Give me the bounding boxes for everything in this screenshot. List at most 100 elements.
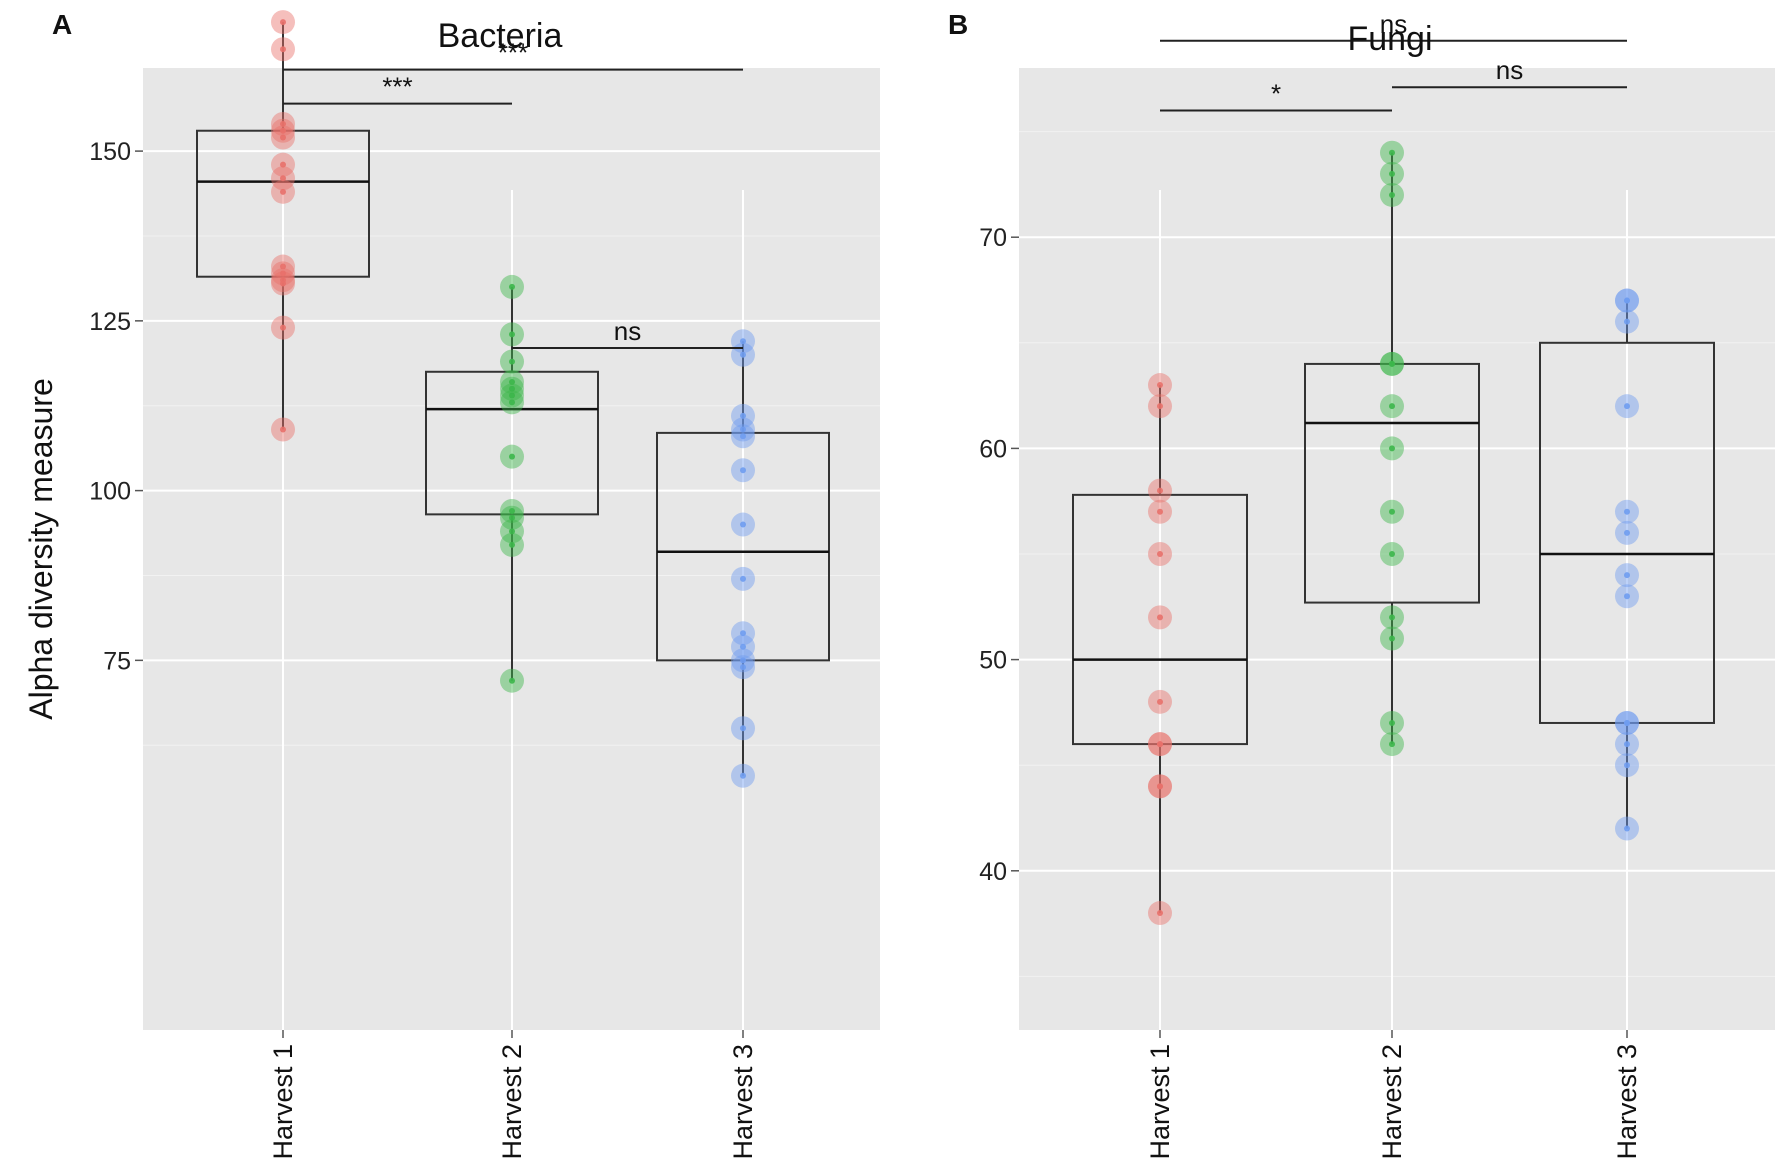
data-point-center [1389,719,1395,726]
data-point-center [740,657,746,664]
data-point-center [509,514,515,521]
box-2 [425,286,599,681]
data-point-center [280,188,286,195]
data-point-center [1624,508,1630,515]
significance-label: * [1271,78,1281,108]
data-point-center [280,324,286,331]
x-tick-label: Harvest 3 [1612,1044,1642,1160]
data-point-center [509,283,515,290]
data-point-center [280,161,286,168]
plot-background [1019,68,1775,1030]
data-point-center [1157,614,1163,621]
data-point-center [740,426,746,433]
data-point-center [1157,382,1163,389]
data-point-center [509,541,515,548]
data-point-center [1624,318,1630,325]
data-point-center [509,378,515,385]
significance-label: ns [614,316,641,346]
y-axis-label: Alpha diversity measure [23,378,59,719]
y-tick-label: 40 [979,858,1007,886]
data-point-center [1157,508,1163,515]
data-point-center [1389,403,1395,410]
panel-title: Fungi [1347,20,1432,58]
data-point-center [1624,572,1630,579]
data-point-center [509,507,515,514]
significance-label: ns [1380,9,1407,39]
box-iqr [425,370,599,516]
data-point-center [1157,910,1163,917]
data-point-center [1624,825,1630,832]
panel-b: 40 50 60 70 ns ns * Harvest 1 Harvest 2 Harvest 3… [948,9,1775,1160]
data-point-center [280,120,286,127]
data-point-center [740,467,746,474]
data-point-center [740,338,746,345]
data-point-center [509,677,515,684]
data-point-center [740,433,746,440]
data-point-center [1389,508,1395,515]
data-point-center [1389,360,1395,367]
x-tick-label: Harvest 1 [268,1044,298,1160]
data-point-center [1157,783,1163,790]
data-point-center [740,725,746,732]
data-point-center [1157,487,1163,494]
panel-letter: A [52,9,72,40]
y-tick-label: 150 [89,138,131,166]
data-point-center [740,575,746,582]
data-point-center [740,643,746,650]
data-point-center [280,270,286,277]
data-point-center [1389,614,1395,621]
data-point-center [1389,191,1395,198]
data-point-center [740,351,746,358]
data-point-center [740,630,746,637]
data-point-center [1624,741,1630,748]
data-point-center [1624,593,1630,600]
data-point-center [740,412,746,419]
data-point-center [1389,635,1395,642]
data-point-center [1157,698,1163,705]
data-point-center [509,453,515,460]
y-tick-label: 70 [979,224,1007,252]
significance-label: *** [382,72,412,102]
data-point-center [280,280,286,287]
data-point-center [509,399,515,406]
data-point-center [1389,149,1395,156]
data-point-center [280,134,286,141]
data-point-center [740,772,746,779]
data-point-center [1157,741,1163,748]
data-point-center [740,521,746,528]
significance-label: *** [498,38,528,68]
panel-letter: B [948,9,968,40]
data-point-center [509,331,515,338]
data-point-center [509,385,515,392]
data-point-center [280,175,286,182]
y-tick-label: 100 [89,478,131,506]
data-point-center [1389,551,1395,557]
y-tick-label: 50 [979,647,1007,675]
panel-title: Bacteria [438,17,563,55]
data-point-center [280,46,286,53]
data-point-center [509,528,515,535]
data-point-center [740,664,746,671]
data-point-center [1624,403,1630,410]
x-tick-label: Harvest 2 [497,1044,527,1160]
data-point-center [1389,741,1395,748]
x-tick-label: Harvest 1 [1145,1044,1175,1160]
data-point-center [1157,551,1163,557]
data-point-center [280,127,286,134]
data-point-center [1389,445,1395,452]
data-point-center [1389,170,1395,177]
y-tick-label: 125 [89,308,131,336]
panel-a: 75 100 125 150 *** *** ns Harvest 1 Harvest 2 Har… [23,9,880,1160]
significance-label: ns [1496,55,1523,85]
y-tick-label: 75 [103,647,131,675]
data-point-center [280,426,286,433]
data-point-center [280,263,286,270]
data-point-center [509,358,515,365]
data-point-center [1624,762,1630,769]
data-point-center [280,19,286,26]
data-point-center [1624,529,1630,536]
data-point-center [509,392,515,399]
y-tick-label: 60 [979,435,1007,463]
x-tick-label: Harvest 3 [728,1044,758,1160]
